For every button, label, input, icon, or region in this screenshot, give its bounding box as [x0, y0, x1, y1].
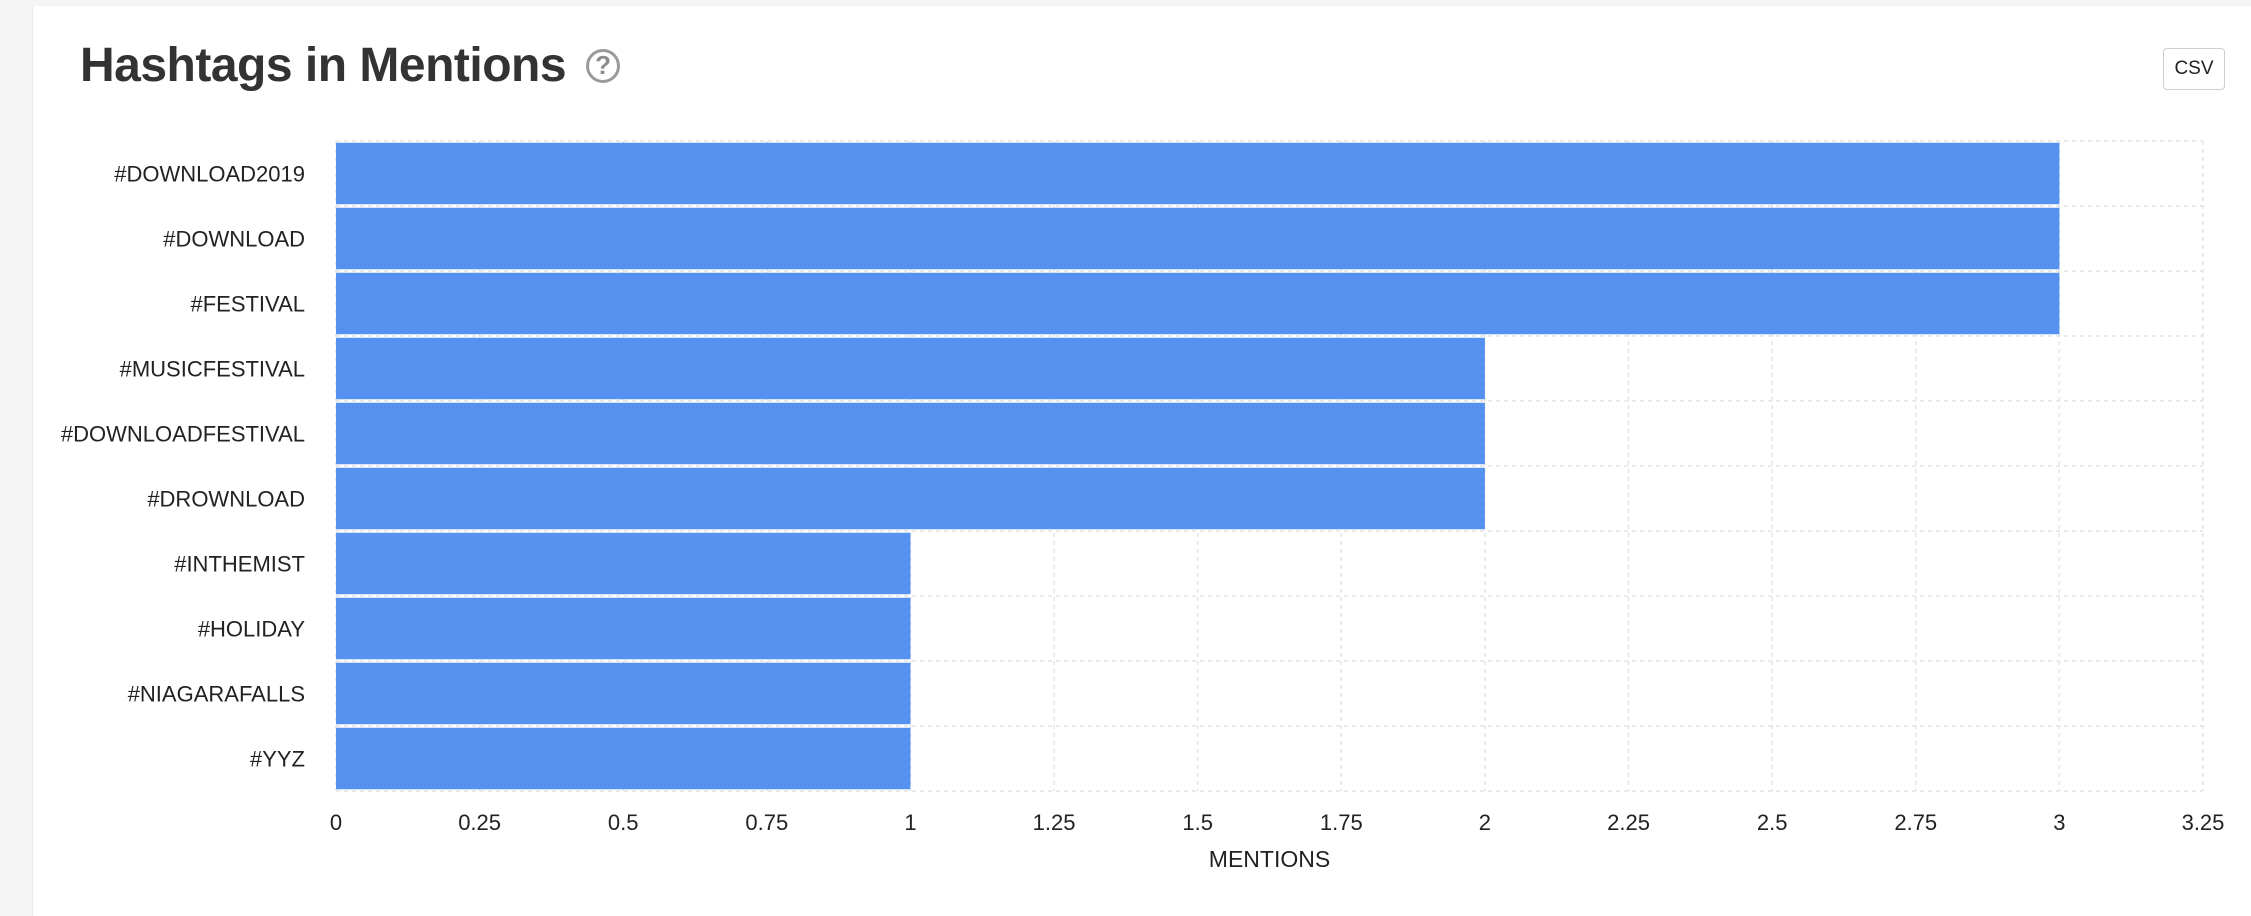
category-label: #INTHEMIST	[174, 552, 305, 577]
chart-title: Hashtags in Mentions	[80, 39, 567, 92]
label-layer: 0 0.25 0.5 0.75 1 1.25 1.5 1.75 2 2.25 2.5 2.75 3 3.2…	[61, 162, 2225, 836]
category-label: #DOWNLOAD2019	[114, 162, 305, 187]
x-tick-label: 1.5	[1182, 810, 1213, 835]
category-label: #DOWNLOAD	[163, 227, 305, 252]
bar[interactable]	[336, 727, 911, 790]
grid-layer	[335, 140, 2204, 792]
x-tick-label: 2	[1479, 810, 1491, 835]
x-tick-label: 3.25	[2182, 810, 2225, 835]
category-label: #NIAGARAFALLS	[128, 682, 305, 707]
x-tick-label: 0.5	[608, 810, 639, 835]
x-tick-label: 2.25	[1607, 810, 1650, 835]
bar[interactable]	[336, 662, 911, 725]
x-tick-label: 3	[2053, 810, 2065, 835]
csv-export-button[interactable]: CSV	[2163, 48, 2225, 90]
x-tick-label: 2.75	[1894, 810, 1937, 835]
bar[interactable]	[336, 142, 2060, 205]
bar[interactable]	[336, 337, 1485, 400]
x-axis-title: MENTIONS	[1209, 846, 1330, 872]
bar[interactable]	[336, 207, 2060, 270]
x-tick-label: 0	[330, 810, 342, 835]
bar[interactable]	[336, 272, 2060, 335]
bar[interactable]	[336, 597, 911, 660]
category-label: #HOLIDAY	[198, 617, 306, 642]
bar[interactable]	[336, 532, 911, 595]
title-row: Hashtags in Mentions ?	[80, 38, 621, 93]
category-label: #MUSICFESTIVAL	[120, 357, 305, 382]
x-tick-label: 1	[904, 810, 916, 835]
category-label: #FESTIVAL	[190, 292, 305, 317]
x-tick-label: 1.25	[1033, 810, 1076, 835]
x-tick-label: 1.75	[1320, 810, 1363, 835]
category-label: #YYZ	[250, 747, 305, 772]
bar[interactable]	[336, 467, 1485, 530]
help-icon[interactable]: ?	[586, 48, 621, 83]
bar-layer	[336, 142, 2060, 790]
x-tick-label: 2.5	[1757, 810, 1788, 835]
x-tick-label: 0.25	[458, 810, 501, 835]
category-label: #DOWNLOADFESTIVAL	[61, 422, 305, 447]
category-label: #DROWNLOAD	[147, 487, 305, 512]
x-tick-label: 0.75	[745, 810, 788, 835]
bar[interactable]	[336, 402, 1485, 465]
